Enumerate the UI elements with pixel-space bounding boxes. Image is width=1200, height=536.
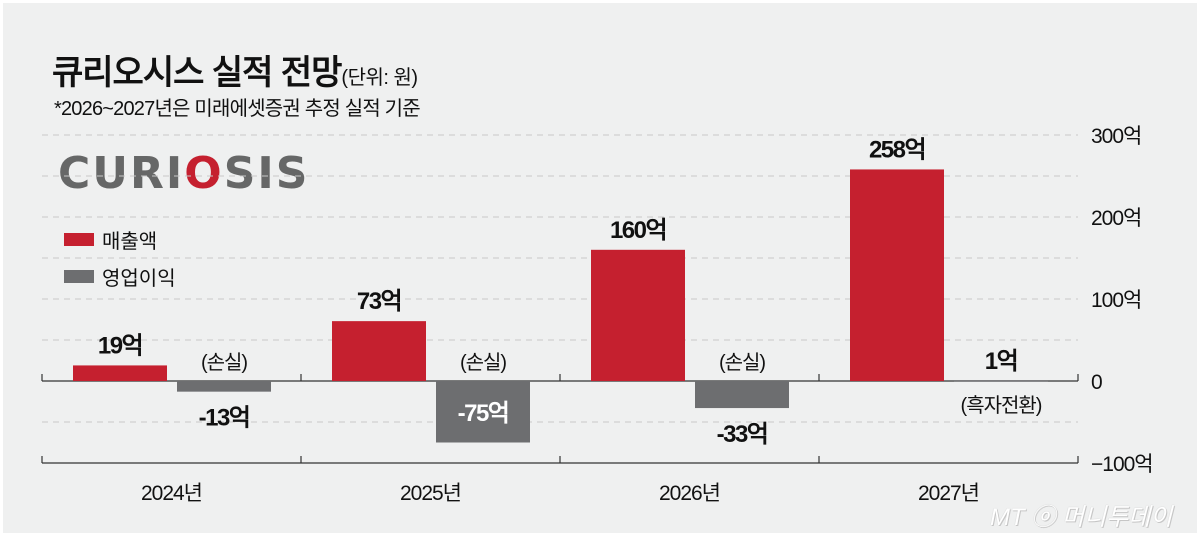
y-tick-label: −100억 bbox=[1091, 453, 1153, 476]
y-tick-label: 200억 bbox=[1091, 207, 1141, 230]
legend-item-operating-income: 영업이익 bbox=[64, 264, 176, 290]
revenue-data-label: 73억 bbox=[357, 288, 401, 315]
operating-income-bar bbox=[177, 381, 271, 392]
x-category-label: 2026년 bbox=[659, 482, 720, 505]
operating-income-bar bbox=[436, 381, 530, 443]
revenue-data-label: 19억 bbox=[98, 332, 142, 359]
revenue-bar bbox=[332, 321, 426, 381]
legend-label-operating-income: 영업이익 bbox=[102, 267, 176, 290]
operating-income-data-label: 1억 bbox=[985, 348, 1017, 375]
moneytoday-watermark: MT ⓞ 머니투데이 bbox=[990, 504, 1173, 531]
legend-swatch-operating-income bbox=[64, 269, 94, 283]
loss-annotation: (손실) bbox=[460, 351, 506, 374]
legend-item-revenue: 매출액 bbox=[64, 227, 158, 253]
y-tick-label: 0 bbox=[1091, 371, 1102, 394]
loss-annotation: (손실) bbox=[719, 351, 765, 374]
revenue-data-label: 160억 bbox=[610, 217, 666, 244]
curiosis-logo: CURIOSIS bbox=[58, 148, 310, 199]
operating-income-bar bbox=[954, 380, 1048, 382]
revenue-data-label: 258억 bbox=[869, 136, 925, 163]
profit-turnaround-annotation: (흑자전환) bbox=[961, 394, 1042, 417]
loss-annotation: (손실) bbox=[201, 351, 247, 374]
unit-note: (단위: 원) bbox=[341, 67, 418, 89]
operating-income-data-label: -75억 bbox=[458, 400, 509, 427]
operating-income-bar bbox=[695, 381, 789, 409]
operating-income-data-label: -13억 bbox=[199, 405, 250, 432]
operating-income-data-label: -33억 bbox=[717, 421, 768, 448]
x-category-label: 2025년 bbox=[400, 482, 461, 505]
legend-label-revenue: 매출액 bbox=[102, 230, 158, 253]
y-tick-label: 300억 bbox=[1091, 125, 1141, 148]
legend-swatch-revenue bbox=[64, 232, 94, 246]
x-category-label: 2027년 bbox=[918, 482, 979, 505]
revenue-bar bbox=[850, 169, 944, 381]
chart-title: 큐리오시스 실적 전망(단위: 원) bbox=[52, 45, 418, 94]
revenue-bar bbox=[73, 365, 167, 381]
revenue-bar bbox=[591, 249, 685, 381]
title-text: 큐리오시스 실적 전망 bbox=[52, 54, 342, 92]
x-category-label: 2024년 bbox=[141, 482, 202, 505]
y-tick-label: 100억 bbox=[1091, 289, 1141, 312]
chart-subtitle: *2026~2027년은 미래에셋증권 추정 실적 기준 bbox=[54, 98, 421, 120]
